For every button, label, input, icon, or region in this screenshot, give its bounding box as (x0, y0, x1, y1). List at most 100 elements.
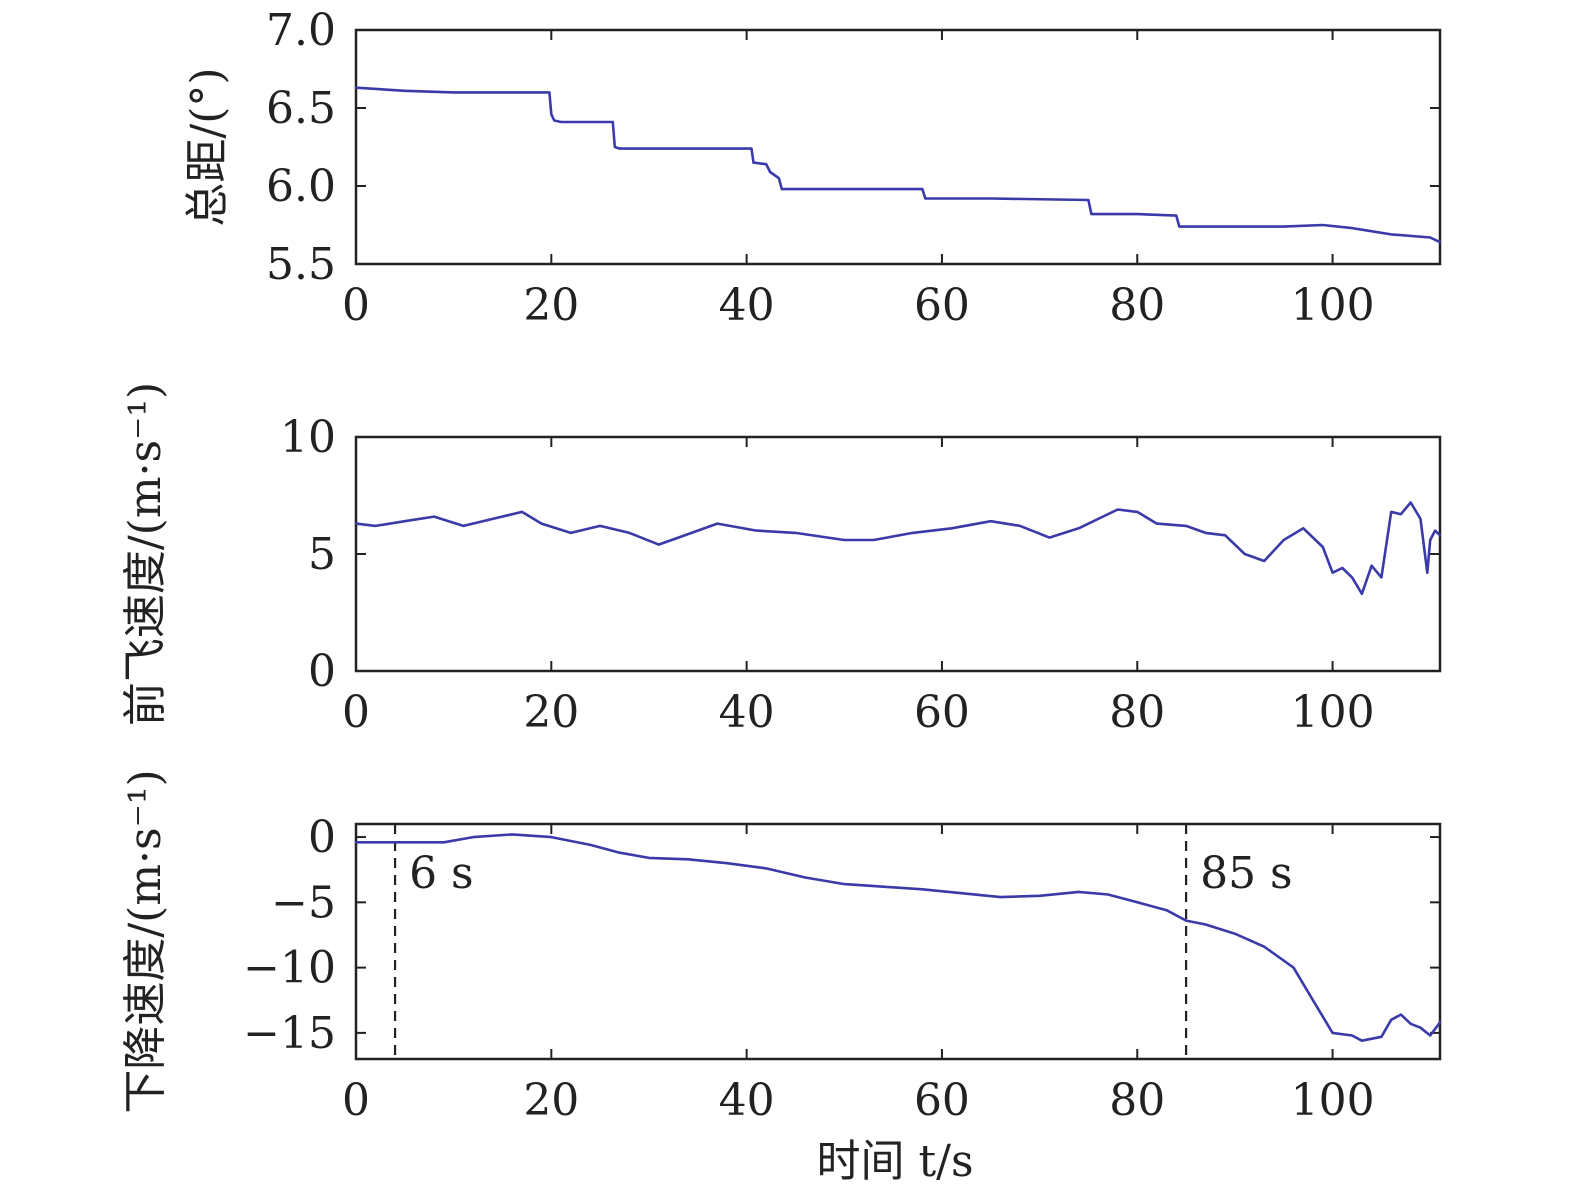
data-point (521, 511, 523, 513)
data-point (1019, 525, 1021, 527)
panel-collective-pitch: 0 20 40 60 80 100 5.5 6.0 6.5 7.0 总距/(°) (182, 5, 1442, 331)
annotation-label: 6 s (409, 848, 474, 899)
data-point (1351, 227, 1353, 229)
plot-frame (354, 28, 1442, 266)
data-point (1322, 546, 1324, 548)
data-point (1434, 529, 1436, 532)
data-point (501, 91, 504, 94)
x-tick-label: 40 (719, 280, 775, 331)
data-point (1322, 224, 1324, 226)
data-point (618, 851, 621, 854)
data-point (1224, 534, 1226, 537)
data-point (1282, 225, 1285, 228)
data-point (1331, 571, 1334, 574)
data-point (1419, 518, 1422, 520)
x-tick-label: 60 (914, 280, 970, 331)
data-point (1204, 923, 1207, 926)
data-point (472, 836, 474, 838)
data-point (560, 121, 562, 123)
annotation-label: 85 s (1200, 848, 1293, 899)
data-point (921, 188, 924, 190)
data-point (1351, 1034, 1353, 1037)
data-point (769, 171, 771, 173)
data-point (570, 532, 572, 534)
series-line (354, 86, 1442, 244)
data-point (1370, 564, 1373, 567)
data-point (960, 892, 963, 894)
y-tick-label: 5 (308, 529, 336, 580)
data-point (384, 841, 387, 844)
data-point (1175, 214, 1178, 217)
data-point (413, 841, 416, 844)
data-point (1390, 511, 1392, 513)
data-point (687, 858, 689, 861)
data-point (1282, 539, 1285, 541)
data-point (612, 121, 614, 123)
y-tick-label: 7.0 (266, 5, 336, 56)
data-point (618, 147, 621, 150)
data-point (1409, 1022, 1412, 1025)
series-line (354, 833, 1442, 1042)
plot-frame (354, 822, 1442, 1061)
data-point (750, 147, 753, 150)
y-tick-label: −15 (243, 1008, 336, 1059)
data-point (1426, 571, 1429, 574)
data-point (989, 197, 992, 200)
data-point (794, 532, 797, 534)
data-point (1185, 919, 1187, 922)
data-point (1077, 527, 1080, 530)
y-tick-label: −5 (271, 877, 336, 928)
data-point (1312, 999, 1314, 1002)
data-point (716, 522, 719, 525)
x-tick-label: 100 (1291, 1075, 1375, 1126)
data-point (1400, 1013, 1402, 1016)
data-point (1185, 525, 1187, 527)
x-tick-label: 0 (342, 280, 370, 331)
data-point (804, 876, 807, 879)
data-point (1204, 532, 1207, 534)
data-point (1351, 576, 1353, 579)
data-point (1380, 576, 1383, 579)
data-point (778, 177, 780, 179)
data-point (1361, 592, 1363, 595)
data-point (1116, 508, 1119, 511)
data-point (1439, 241, 1441, 243)
data-point (677, 536, 680, 539)
data-point (1087, 199, 1090, 201)
data-point (1178, 225, 1181, 228)
data-point (843, 539, 846, 541)
data-point (1439, 534, 1441, 537)
data-point (1234, 932, 1236, 935)
data-point (540, 522, 543, 525)
data-point (1409, 501, 1412, 504)
data-point (1302, 527, 1305, 530)
data-point (462, 525, 465, 527)
x-tick-label: 40 (719, 687, 775, 738)
data-point (443, 841, 445, 844)
data-point (404, 520, 406, 523)
data-point (648, 857, 650, 859)
data-point (550, 113, 553, 116)
x-tick-label: 80 (1109, 1075, 1165, 1126)
data-point (1155, 522, 1158, 525)
x-tick-label: 100 (1291, 687, 1375, 738)
data-point (548, 91, 551, 94)
y-axis-title: 前飞速度/(m·s⁻¹) (120, 382, 171, 726)
data-point (752, 161, 755, 164)
y-axis-title: 总距/(°) (182, 67, 233, 226)
data-point (950, 527, 953, 530)
data-point (1429, 236, 1432, 239)
data-point (1136, 213, 1139, 215)
data-point (1243, 553, 1246, 555)
data-point (355, 841, 357, 844)
data-point (550, 836, 553, 838)
data-point (921, 888, 924, 891)
data-point (1165, 909, 1168, 911)
x-tick-label: 60 (914, 687, 970, 738)
data-point (355, 86, 357, 89)
data-point (1419, 1026, 1422, 1029)
x-tick-label: 20 (523, 687, 579, 738)
data-point (765, 163, 767, 165)
data-point (843, 188, 846, 190)
